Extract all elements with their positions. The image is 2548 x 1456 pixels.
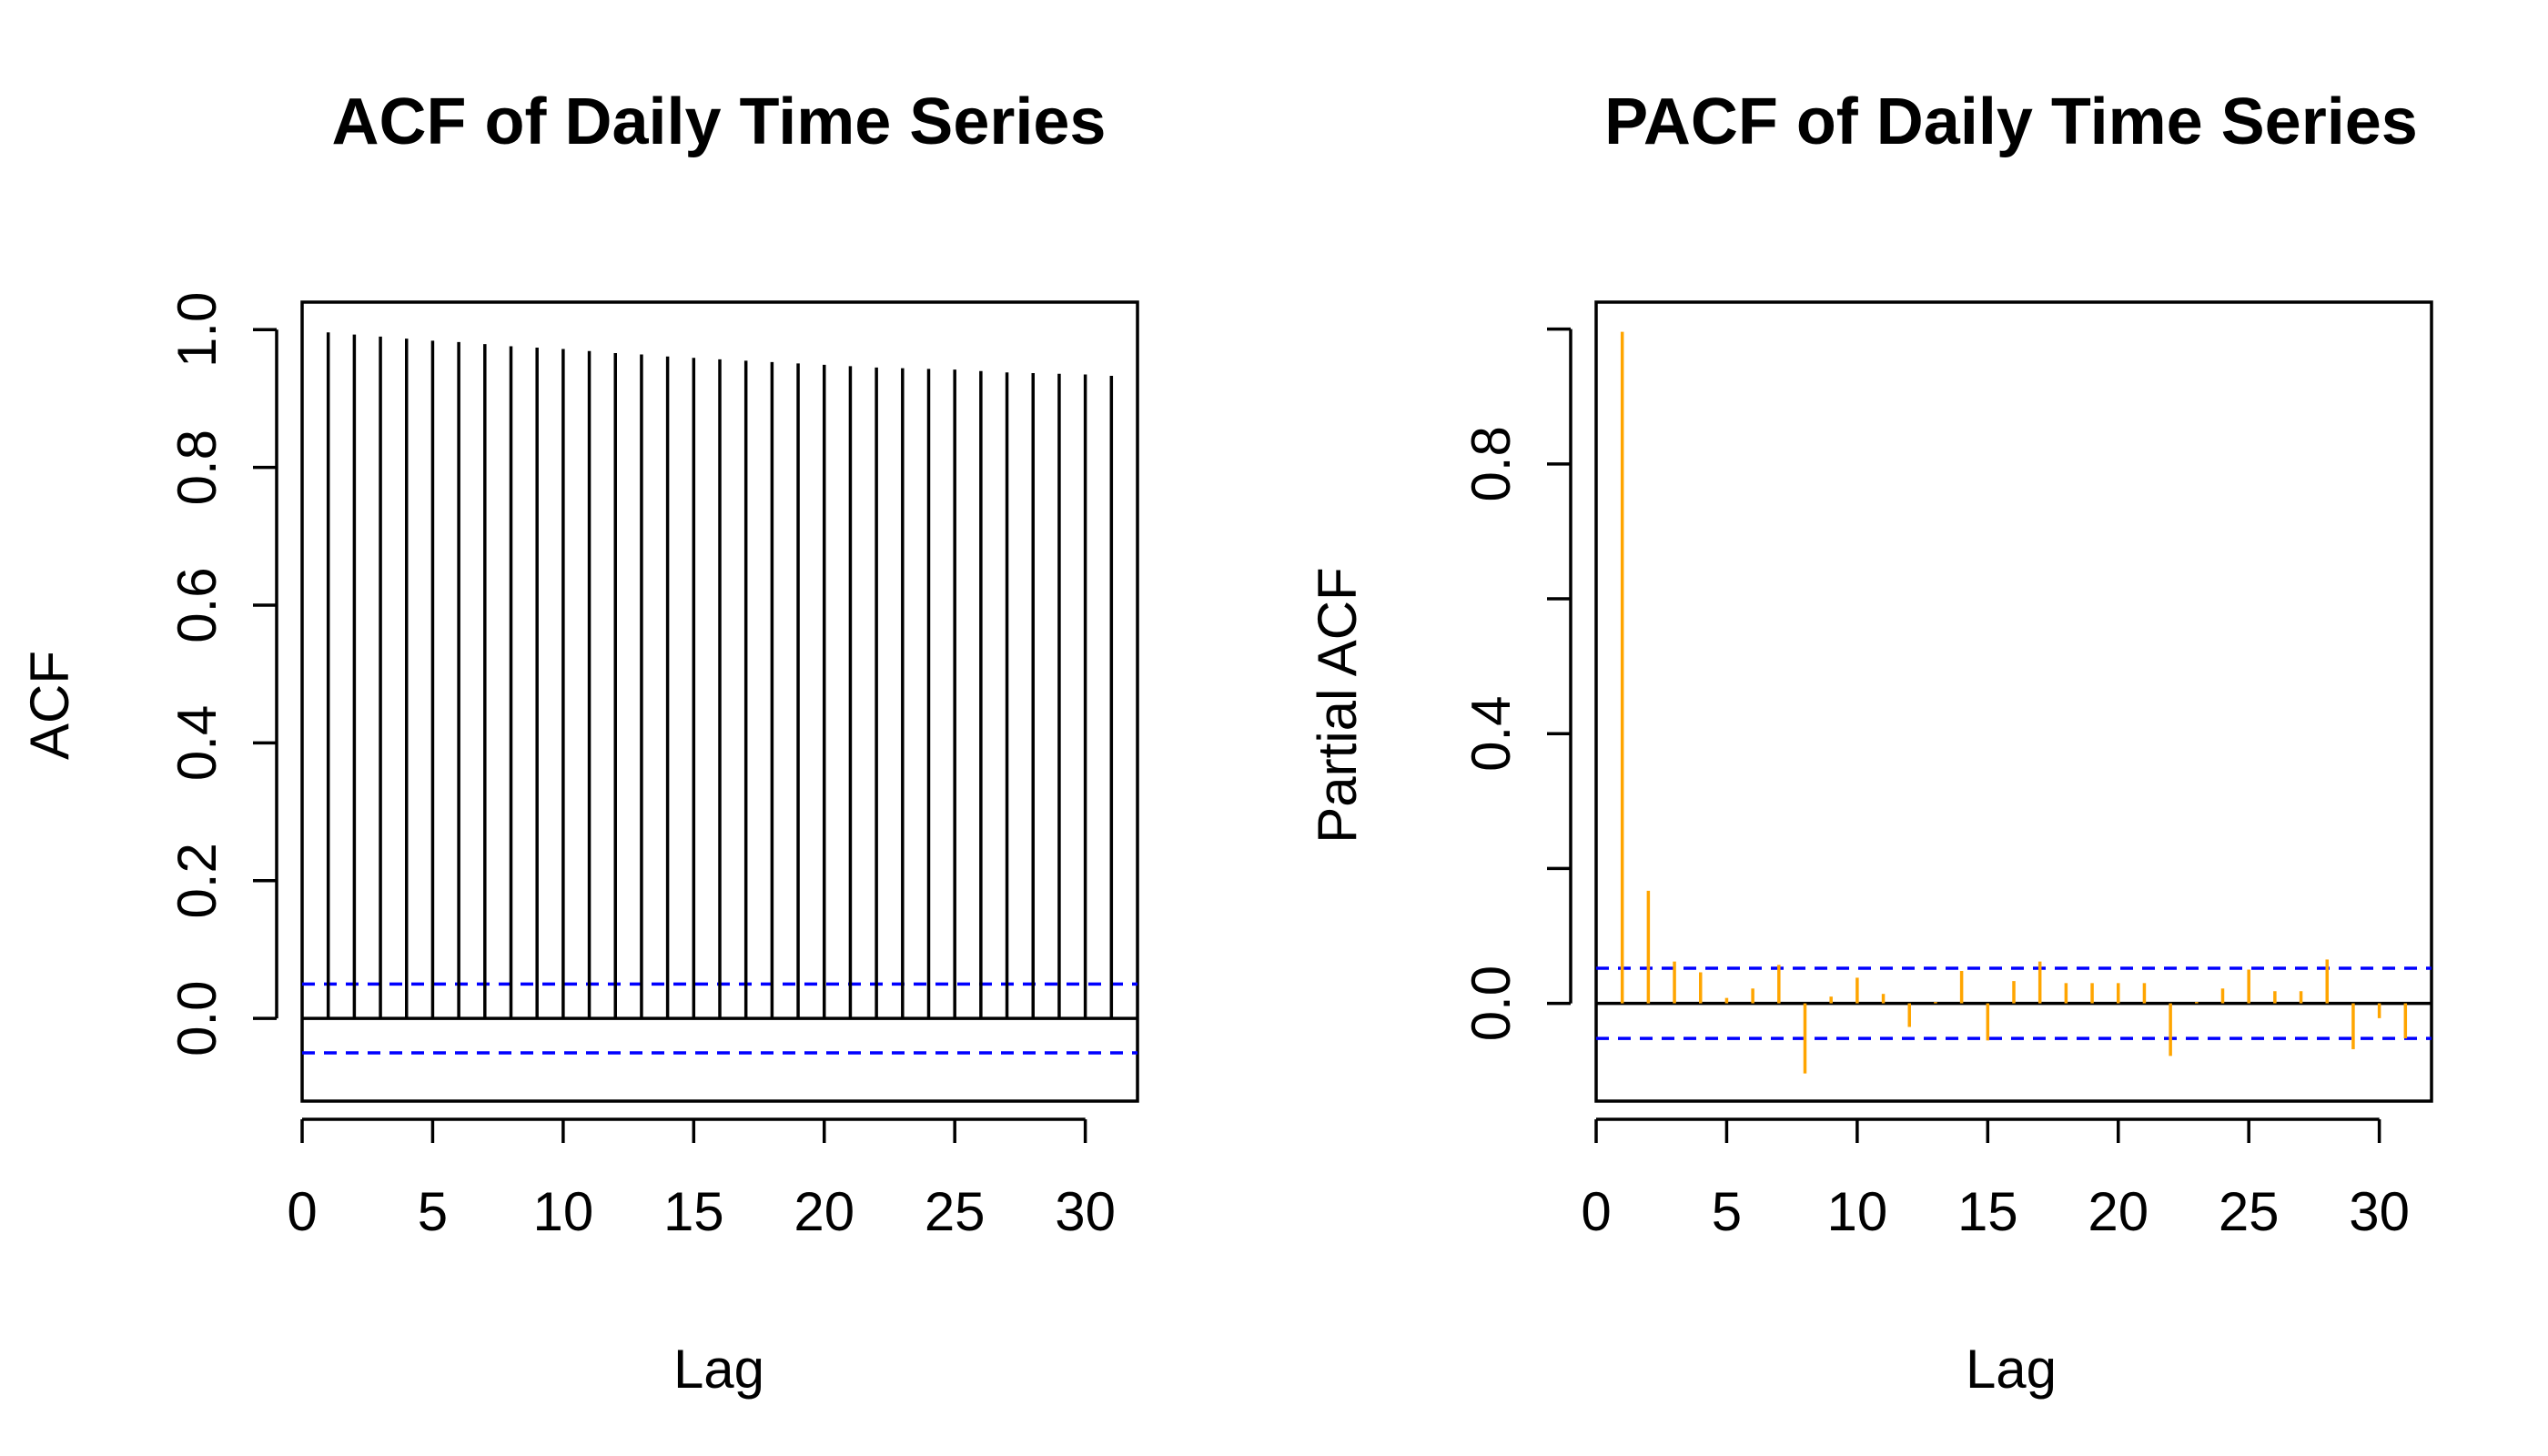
acf-plot-frame [300, 300, 1139, 1103]
acf-x-axis-label: Lag [673, 1339, 764, 1400]
pacf-x-tick-label: 5 [1712, 1181, 1742, 1242]
acf-x-tick-label: 25 [925, 1181, 986, 1242]
pacf-x-axis-label: Lag [1966, 1339, 2057, 1400]
acf-y-tick-label: 0.4 [167, 705, 228, 781]
acf-y-tick-label: 1.0 [167, 292, 228, 368]
pacf-x-tick-label: 10 [1827, 1181, 1888, 1242]
acf-y-tick-label: 0.6 [167, 567, 228, 642]
pacf-y-tick-label: 0.8 [1461, 426, 1522, 501]
acf-x-tick-label: 0 [287, 1181, 317, 1242]
pacf-title: PACF of Daily Time Series [1604, 86, 2418, 158]
acf-x-tick-label: 5 [418, 1181, 448, 1242]
pacf-panel: PACF of Daily Time Series Lag Partial AC… [1307, 86, 2433, 1400]
pacf-plot-frame [1594, 300, 2433, 1103]
acf-y-tick-label: 0.0 [167, 980, 228, 1056]
acf-x-tick-label: 15 [663, 1181, 724, 1242]
acf-y-axis-label: ACF [19, 651, 80, 760]
pacf-x-tick-label: 25 [2219, 1181, 2280, 1242]
acf-x-tick-label: 10 [533, 1181, 594, 1242]
acf-title: ACF of Daily Time Series [332, 86, 1107, 158]
acf-x-tick-label: 20 [794, 1181, 854, 1242]
pacf-y-axis-label: Partial ACF [1307, 567, 1368, 843]
pacf-x-tick-label: 0 [1581, 1181, 1611, 1242]
acf-y-tick-label: 0.2 [167, 843, 228, 918]
acf-panel: ACF of Daily Time Series Lag ACF 0 5 10 15 2… [19, 86, 1139, 1400]
acf-x-tick-label: 30 [1055, 1181, 1116, 1242]
pacf-x-tick-label: 30 [2349, 1181, 2410, 1242]
pacf-y-tick-label: 0.4 [1461, 695, 1522, 771]
pacf-y-tick-label: 0.0 [1461, 966, 1522, 1041]
pacf-x-tick-label: 20 [2088, 1181, 2149, 1242]
acf-y-tick-label: 0.8 [167, 430, 228, 505]
pacf-x-tick-label: 15 [1957, 1181, 2018, 1242]
